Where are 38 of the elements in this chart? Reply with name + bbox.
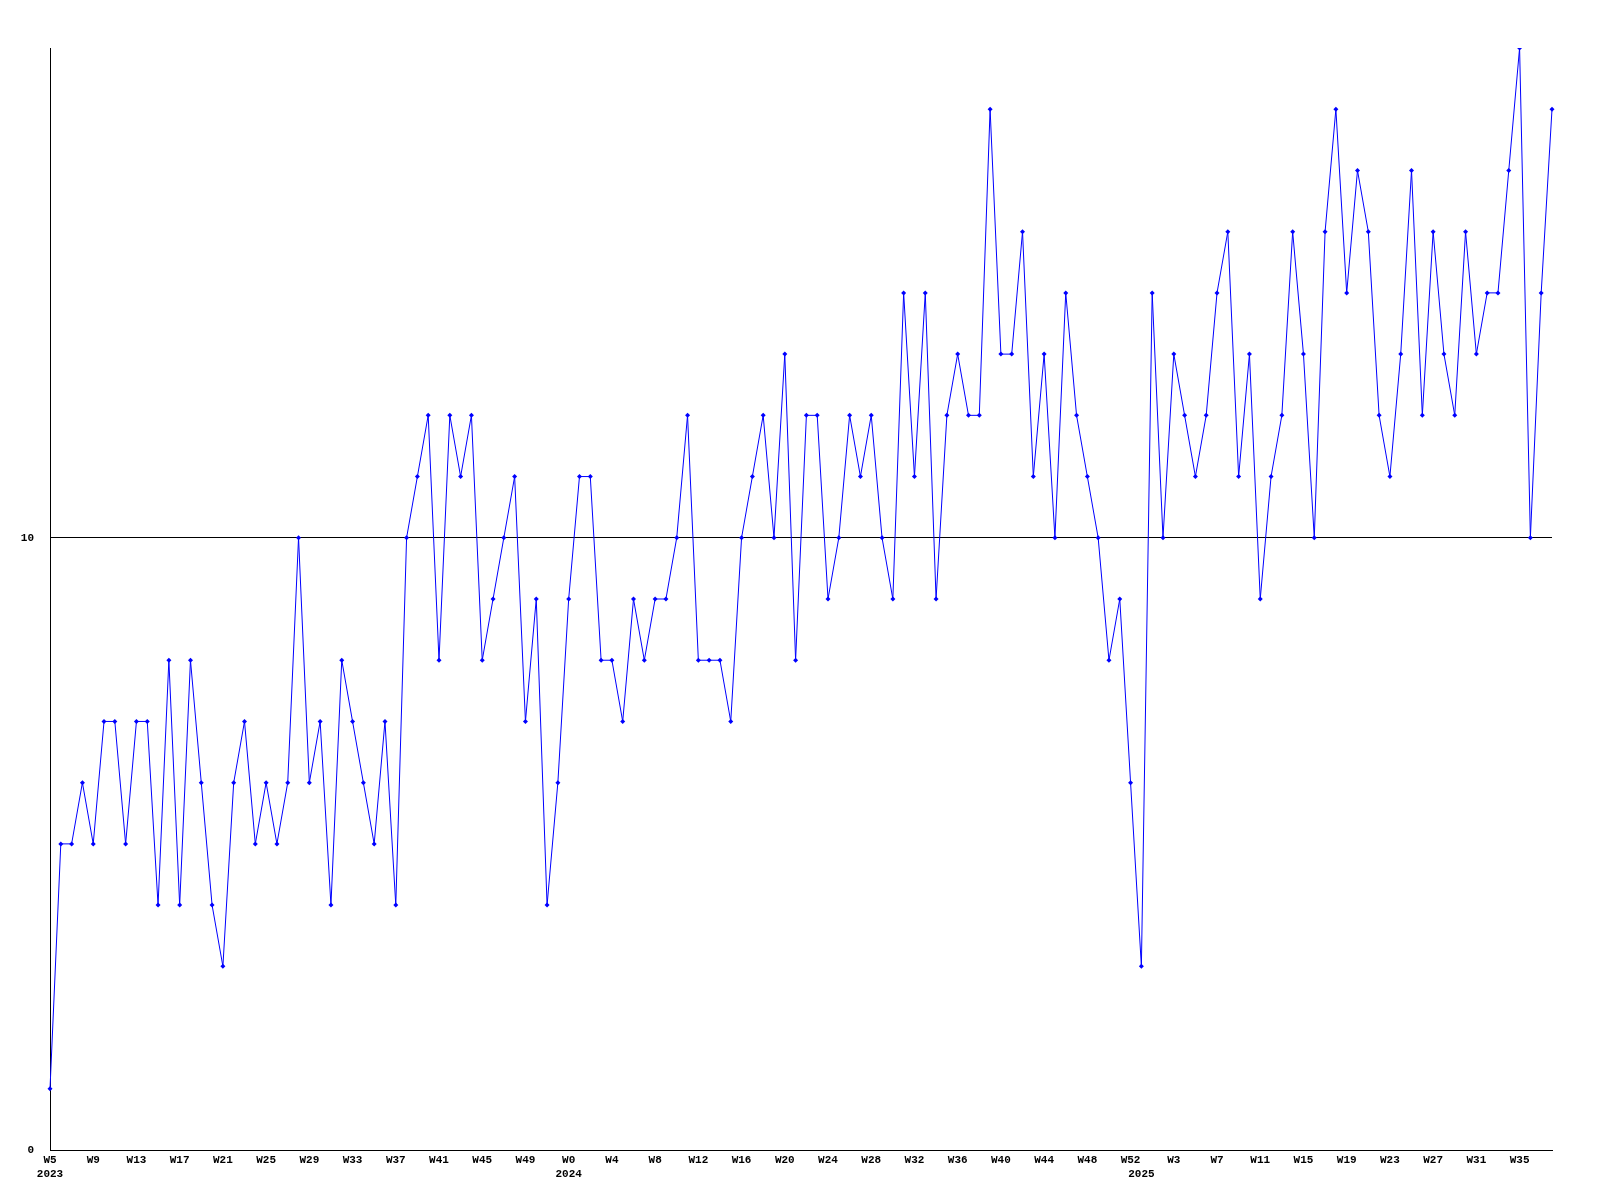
x-tick-label: W4	[605, 1154, 619, 1167]
x-tick-label: W33	[342, 1154, 363, 1167]
x-tick-label: W25	[256, 1154, 277, 1167]
x-tick-label: W28	[861, 1154, 882, 1167]
x-tick-label: W40	[991, 1154, 1011, 1167]
x-tick-label: W24	[818, 1154, 839, 1167]
x-tick-label: W7	[1210, 1154, 1224, 1167]
x-tick-label: W49	[515, 1154, 536, 1167]
x-tick-label: W5 2023	[36, 1154, 64, 1180]
x-tick-label: W19	[1336, 1154, 1357, 1167]
x-tick-label: W44	[1034, 1154, 1055, 1167]
x-tick-label: W20	[774, 1154, 795, 1167]
x-tick-label: W41	[429, 1154, 450, 1167]
x-tick-label: W31	[1466, 1154, 1487, 1167]
x-tick-label: W17	[169, 1154, 190, 1167]
x-tick-label: W27	[1423, 1154, 1444, 1167]
y-tick-label: 10	[20, 531, 34, 544]
x-tick-label: W29	[299, 1154, 320, 1167]
x-tick-label: W16	[731, 1154, 752, 1167]
x-tick-label: W21	[212, 1154, 234, 1167]
x-tick-label: W15	[1293, 1154, 1314, 1167]
x-tick-label: W37	[385, 1154, 406, 1167]
y-tick-label: 0	[27, 1143, 34, 1156]
x-tick-label: W8	[648, 1154, 663, 1167]
x-tick-label: W52	[1120, 1154, 1141, 1167]
x-tick-label: W9	[86, 1154, 100, 1167]
x-tick-label: W45	[472, 1154, 493, 1167]
x-tick-label: W13	[126, 1154, 147, 1167]
x-tick-label: W3	[1167, 1154, 1181, 1167]
x-tick-label: W0 2024	[555, 1154, 583, 1180]
x-tick-label: W36	[947, 1154, 968, 1167]
x-tick-label: W11	[1250, 1154, 1271, 1167]
x-tick-label: W23	[1380, 1154, 1401, 1167]
x-tick-label: W35	[1509, 1154, 1530, 1167]
x-tick-label: W12	[688, 1154, 709, 1167]
x-tick-label: W48	[1077, 1154, 1098, 1167]
x-tick-label: W32	[904, 1154, 925, 1167]
x-tick-label: 2025	[1128, 1167, 1155, 1180]
